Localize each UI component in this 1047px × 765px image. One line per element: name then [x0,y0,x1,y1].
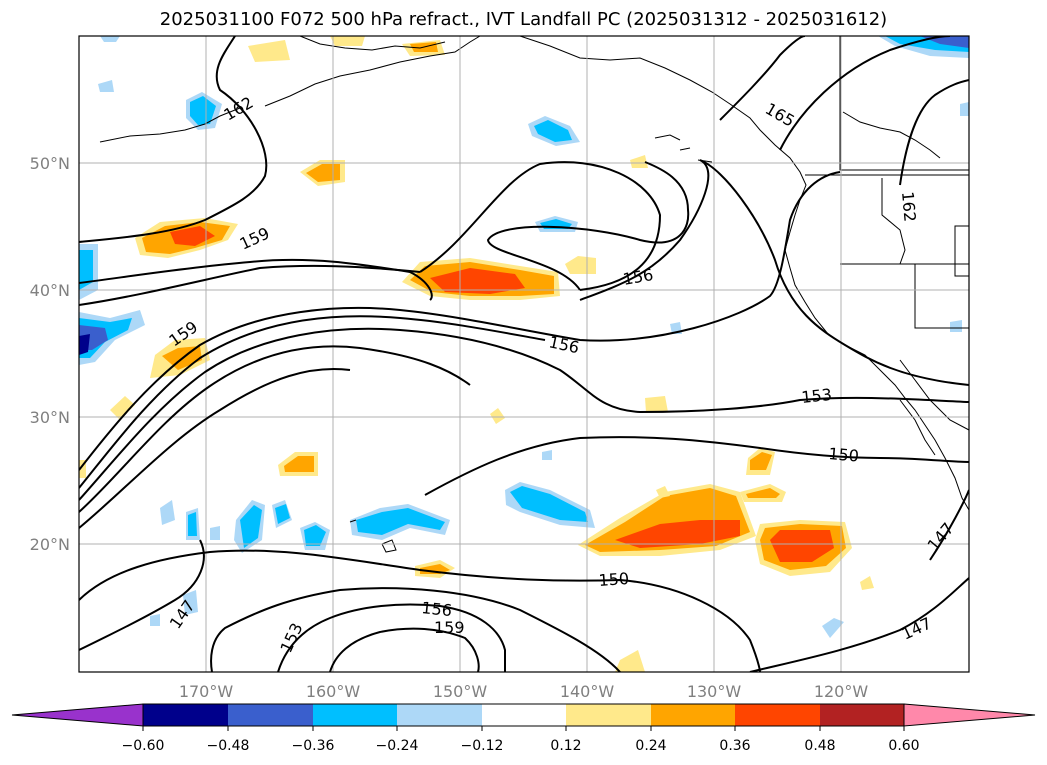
contour-label: 153 [276,620,306,656]
contour-label: 147 [899,613,935,643]
lon-label: 120°W [814,682,869,701]
colorbar: −0.60 −0.48 −0.36 −0.24 −0.12 0.12 0.24 … [11,703,1036,754]
colorbar-bin [228,704,313,726]
contour-label: 150 [828,444,860,466]
colorbar-tick-label: 0.24 [635,738,666,754]
lon-label: 150°W [433,682,488,701]
map-title: 2025031100 F072 500 hPa refract., IVT La… [159,9,888,30]
lon-label: 170°W [179,682,234,701]
contour-label: 165 [762,99,798,131]
gridlines [79,36,969,672]
shaded-anomalies [79,36,969,672]
colorbar-bin [735,704,820,726]
colorbar-outline [142,703,905,727]
colorbar-bin [143,704,228,726]
colorbar-tick-label: 0.12 [550,738,581,754]
contour-label: 156 [421,598,453,620]
colorbar-bin [482,704,566,726]
colorbar-tick-label: 0.60 [888,738,919,754]
contour-label: 162 [221,93,257,125]
colorbar-tick-label: 0.36 [719,738,750,754]
lat-label: 50°N [30,154,70,173]
colorbar-bin [313,704,397,726]
colorbar-low-extension [11,703,144,727]
colorbar-bin [651,704,735,726]
lat-label: 30°N [30,408,70,427]
contour-label: 156 [547,332,581,357]
colorbar-tick-label: −0.36 [292,738,335,754]
contour-label: 156 [621,265,654,289]
lon-label: 140°W [560,682,615,701]
colorbar-bin [397,704,482,726]
height-contours [79,36,969,672]
contour-labels: 162 165 159 156 159 156 153 150 150 156 … [165,93,957,656]
contour-label: 159 [237,223,273,253]
colorbar-bin [820,704,904,726]
colorbar-ticks [142,726,905,731]
contour-label: 162 [898,191,920,223]
lat-label: 40°N [30,281,70,300]
colorbar-high-extension [903,703,1036,727]
coastlines [99,36,969,553]
colorbar-tick-label: −0.24 [376,738,419,754]
colorbar-bin [566,704,651,726]
lat-label: 20°N [30,535,70,554]
map-area: 162 165 159 156 159 156 153 150 150 156 … [79,36,969,672]
colorbar-tick-label: −0.48 [207,738,250,754]
lon-label: 160°W [306,682,361,701]
colorbar-tick-label: 0.48 [804,738,835,754]
colorbar-tick-label: −0.60 [122,738,165,754]
map-frame [78,35,970,673]
lon-label: 130°W [687,682,742,701]
contour-label: 153 [800,385,832,407]
contour-label: 150 [598,569,630,590]
colorbar-tick-label: −0.12 [461,738,504,754]
latitude-labels: 50°N 40°N 30°N 20°N [30,154,70,554]
longitude-labels: 170°W 160°W 150°W 140°W 130°W 120°W [179,682,869,701]
contour-label: 159 [434,618,465,637]
